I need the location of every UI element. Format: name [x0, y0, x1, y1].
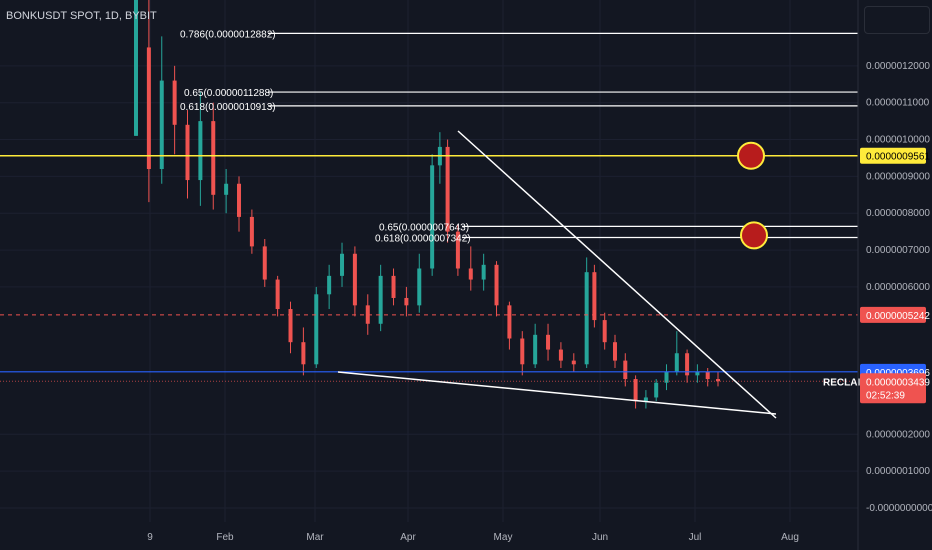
x-tick-label: Jul: [689, 532, 702, 543]
candle-body[interactable]: [391, 275, 396, 298]
candle-body[interactable]: [507, 305, 512, 339]
candle-body[interactable]: [211, 121, 216, 195]
fib-level-label: 0.618(0.0000007342): [375, 233, 471, 244]
candle-body[interactable]: [327, 275, 332, 295]
candle-body[interactable]: [185, 124, 190, 181]
countdown-label: 02:52:39: [866, 390, 905, 401]
candle-body[interactable]: [146, 47, 151, 170]
candle-body[interactable]: [685, 353, 690, 376]
symbol-title: BONKUSDT SPOT, 1D, BYBIT: [6, 10, 157, 22]
descending-resistance-trendline: [457, 130, 777, 419]
fib-level-label: 0.65(0.0000011288): [184, 88, 273, 99]
x-tick-label: May: [494, 532, 513, 543]
candle-body[interactable]: [262, 246, 267, 280]
y-tick-label: 0.0000010000: [866, 135, 930, 146]
candle-body[interactable]: [468, 268, 473, 280]
candle-body[interactable]: [417, 268, 422, 306]
candle-body[interactable]: [445, 146, 450, 232]
resistance-tag-label: 0.0000009561: [866, 152, 930, 163]
candle-body[interactable]: [224, 183, 229, 195]
y-tick-label: 0.0000001000: [866, 466, 930, 477]
x-tick-label: Aug: [781, 532, 799, 543]
candle-body[interactable]: [571, 360, 576, 365]
candle-body[interactable]: [623, 360, 628, 380]
candle-body[interactable]: [654, 382, 659, 398]
candle-body[interactable]: [288, 309, 293, 343]
candle-body[interactable]: [352, 253, 357, 306]
y-tick-label: 0.0000006000: [866, 282, 930, 293]
y-tick-label: 0.0000002000: [866, 429, 930, 440]
candle-body[interactable]: [643, 397, 648, 402]
x-tick-label: Apr: [400, 532, 416, 543]
candle-body[interactable]: [612, 342, 617, 361]
candle-body[interactable]: [198, 121, 203, 181]
current-price-tag: [860, 373, 926, 404]
x-tick-label: Feb: [216, 532, 234, 543]
descending-support-trendline: [337, 371, 777, 415]
candle-body[interactable]: [134, 0, 138, 136]
candle-body[interactable]: [558, 349, 563, 361]
current-price-label: 0.0000003439: [866, 377, 930, 388]
y-tick-label: -0.0000000000: [866, 503, 932, 514]
candle-body[interactable]: [481, 264, 486, 280]
candle-body[interactable]: [633, 379, 638, 402]
candle-body[interactable]: [695, 371, 700, 376]
candle-body[interactable]: [340, 253, 345, 276]
candle-body[interactable]: [602, 320, 607, 343]
x-tick-label: Mar: [306, 532, 324, 543]
fib-level-label: 0.65(0.0000007643): [379, 222, 469, 233]
candle-body[interactable]: [584, 272, 589, 365]
candle-body[interactable]: [494, 264, 499, 306]
candle-body[interactable]: [592, 272, 597, 321]
candle-body[interactable]: [520, 338, 525, 365]
chart-settings-button[interactable]: [864, 6, 930, 34]
candle-body[interactable]: [455, 231, 460, 269]
resistance-tag: [860, 147, 926, 164]
y-tick-label: 0.0000011000: [866, 98, 930, 109]
fib-level-label: 0.618(0.0000010913): [180, 102, 276, 113]
candle-body[interactable]: [404, 297, 409, 306]
y-tick-label: 0.0000008000: [866, 208, 930, 219]
candle-body[interactable]: [365, 305, 370, 324]
candle-body[interactable]: [674, 353, 679, 372]
red-level-tag-label: 0.0000005242: [866, 311, 930, 322]
red-level-tag: [860, 306, 926, 323]
y-tick-label: 0.0000012000: [866, 61, 930, 72]
candle-body[interactable]: [301, 342, 306, 365]
target-circle-1: [737, 141, 765, 170]
candle-body[interactable]: [275, 279, 280, 310]
x-tick-label: 9: [147, 532, 153, 543]
target-circle-2: [740, 221, 768, 250]
candle-body[interactable]: [705, 371, 710, 380]
candle-body[interactable]: [378, 275, 383, 324]
y-tick-label: 0.0000009000: [866, 171, 930, 182]
candle-body[interactable]: [159, 80, 164, 170]
candle-body[interactable]: [430, 165, 435, 269]
reclaim-annotation: RECLAIM: [823, 377, 869, 388]
candle-body[interactable]: [237, 183, 242, 217]
candle-body[interactable]: [546, 334, 551, 350]
y-tick-label: 0.0000007000: [866, 245, 930, 256]
candle-body[interactable]: [664, 371, 669, 383]
candle-body[interactable]: [249, 216, 254, 247]
candle-body[interactable]: [716, 379, 720, 382]
candle-body[interactable]: [172, 80, 177, 125]
x-tick-label: Jun: [592, 532, 608, 543]
candle-body[interactable]: [533, 334, 538, 365]
fib-level-label: 0.786(0.0000012882): [180, 29, 276, 40]
candle-body[interactable]: [314, 294, 319, 365]
